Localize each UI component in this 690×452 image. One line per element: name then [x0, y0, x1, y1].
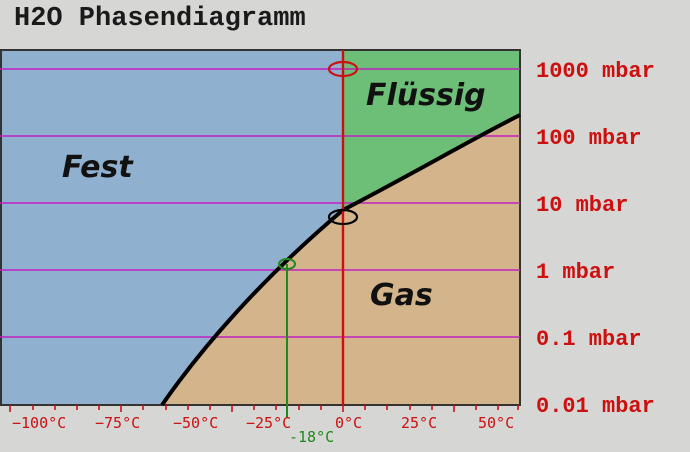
minus-18-label: -18°C: [289, 428, 334, 446]
pressure-label-1000: 1000 mbar: [536, 59, 655, 84]
plot-border: [0, 49, 521, 406]
pressure-label-100: 100 mbar: [536, 126, 642, 151]
isobar-lines: [0, 68, 520, 338]
pressure-label-0-01: 0.01 mbar: [536, 394, 655, 419]
temp-label-50: 50°C: [478, 414, 514, 432]
gas-region: [162, 115, 520, 405]
minus-18-marker-ellipse: [278, 258, 296, 270]
phase-label-gas: Gas: [370, 278, 433, 313]
temp-label-minus-50: −50°C: [173, 414, 218, 432]
temp-label-minus-100: −100°C: [12, 414, 66, 432]
phase-label-liquid: Flüssig: [366, 78, 486, 113]
phase-label-solid: Fest: [62, 150, 134, 185]
x-axis-ticks: [9, 405, 519, 412]
pressure-label-10: 10 mbar: [536, 193, 628, 218]
diagram-title: H2O Phasendiagramm: [14, 4, 306, 34]
temp-label-25: 25°C: [401, 414, 437, 432]
temp-label-0: 0°C: [335, 414, 362, 432]
triple-point-ellipse: [327, 208, 359, 226]
melting-point-ellipse: [327, 60, 359, 78]
pressure-label-0-1: 0.1 mbar: [536, 327, 642, 352]
temp-label-minus-25: −25°C: [246, 414, 291, 432]
temp-label-minus-75: −75°C: [95, 414, 140, 432]
liquid-region: [343, 50, 520, 210]
pressure-label-1: 1 mbar: [536, 260, 615, 285]
